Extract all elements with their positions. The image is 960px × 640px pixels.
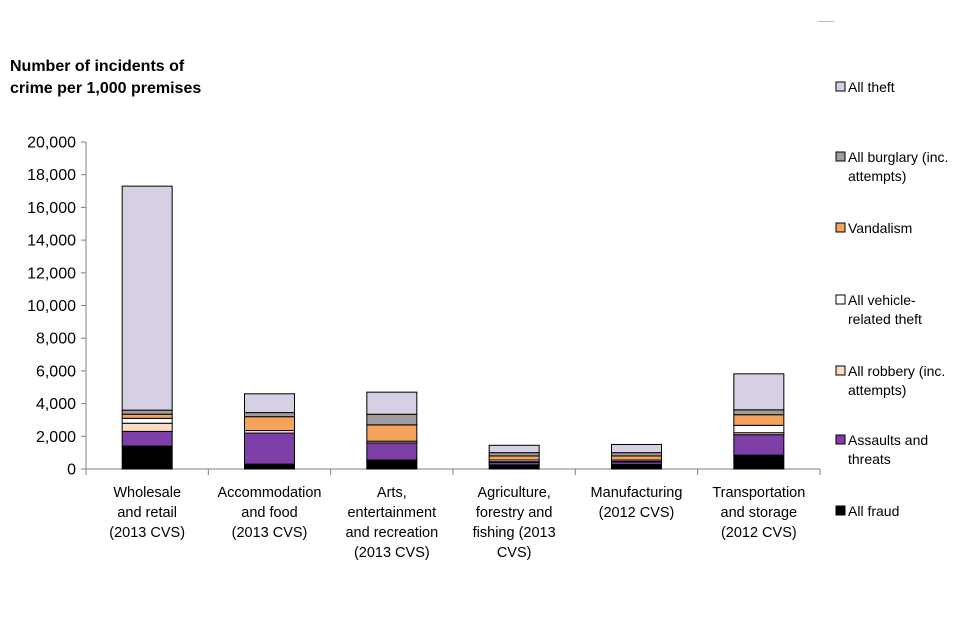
legend-label: All theft [848,79,895,95]
legend-swatch [835,222,846,233]
legend-label: related theft [848,311,922,327]
y-tick-label: 2,000 [36,429,76,446]
bar-segment-all-vehicle-related-theft [733,424,785,434]
bar-segment-assaults-and-threats [121,430,173,447]
legend-label: All robbery (inc. [848,363,945,379]
bar-segment-all-vehicle-related-theft [121,417,173,424]
y-tick-label: 14,000 [27,233,76,250]
bar-segment-vandalism [488,455,540,461]
x-category-label: Arts, [377,485,407,501]
bar-segment-all-fraud [366,459,418,470]
legend-label: Vandalism [848,220,912,236]
bar-segment-all-burglary-inc-attempts [244,412,295,418]
x-category-label: Manufacturing [591,485,683,501]
x-category-label: (2013 CVS) [109,525,185,541]
bar-segment-all-fraud [611,463,662,470]
legend-swatch [835,151,846,162]
bar-segment-all-theft [244,393,295,414]
legend-swatch [835,365,846,376]
legend-swatch [835,434,846,445]
decorative-dash [818,21,834,22]
x-category-label: Transportation [712,485,805,501]
y-tick-label: 0 [67,462,76,479]
bar-segment-vandalism [733,414,785,426]
bar-segment-all-theft [366,391,418,415]
legend-label: All vehicle- [848,292,916,308]
y-tick-label: 8,000 [36,331,76,348]
x-category-label: fishing (2013 [473,525,556,541]
y-tick-label: 12,000 [27,265,76,282]
bar-segment-vandalism [121,413,173,419]
x-category-label: CVS) [497,545,532,561]
y-axis-title: Number of incidents of crime per 1,000 p… [10,58,202,97]
x-category-label: entertainment [347,505,436,521]
bar-segment-all-fraud [733,454,785,470]
legend-label: All fraud [848,503,899,519]
y-tick-label: 20,000 [27,135,76,152]
x-category-label: and retail [117,505,177,521]
y-tick-label: 6,000 [36,363,76,380]
x-category-label: and storage [721,505,798,521]
bar-segment-vandalism [366,424,418,442]
x-category-label: Accommodation [218,485,322,501]
bar-segment-assaults-and-threats [733,434,785,456]
x-category-label: forestry and [476,505,553,521]
bar-segment-all-fraud [121,445,173,470]
y-tick-label: 4,000 [36,396,76,413]
legend-label: threats [848,451,891,467]
bar-segment-all-theft [488,444,540,454]
bar-segment-all-burglary-inc-attempts [733,409,785,416]
x-category-label: (2012 CVS) [721,525,797,541]
legend-swatch [835,294,846,305]
x-category-label: (2012 CVS) [599,505,675,521]
legend-label: attempts) [848,168,906,184]
x-category-label: Agriculture, [477,485,550,501]
legend-label: All burglary (inc. [848,149,948,165]
legend-label: Assaults and [848,432,928,448]
bar-segment-vandalism [611,455,662,461]
bar-segment-assaults-and-threats [244,432,295,465]
x-category-label: and recreation [345,525,438,541]
x-category-label: (2013 CVS) [354,545,430,561]
x-category-label: (2013 CVS) [232,525,308,541]
legend-label: attempts) [848,382,906,398]
legend-swatch [835,505,846,516]
bar-segment-all-burglary-inc-attempts [121,409,173,415]
bar-segment-assaults-and-threats [366,442,418,461]
bar-segment-all-theft [733,373,785,411]
y-tick-label: 10,000 [27,298,76,315]
x-category-label: Wholesale [113,485,181,501]
bar-segment-all-fraud [244,463,295,470]
bar-segment-all-burglary-inc-attempts [366,413,418,426]
bar-segment-all-fraud [488,464,540,470]
y-tick-label: 16,000 [27,200,76,217]
x-category-label: and food [241,505,297,521]
bar-segment-vandalism [244,416,295,432]
legend-swatch [835,81,846,92]
bar-segment-all-theft [121,185,173,411]
y-tick-label: 18,000 [27,167,76,184]
bar-segment-all-robbery-inc-attempts [121,422,173,432]
bar-segment-all-theft [611,443,662,454]
